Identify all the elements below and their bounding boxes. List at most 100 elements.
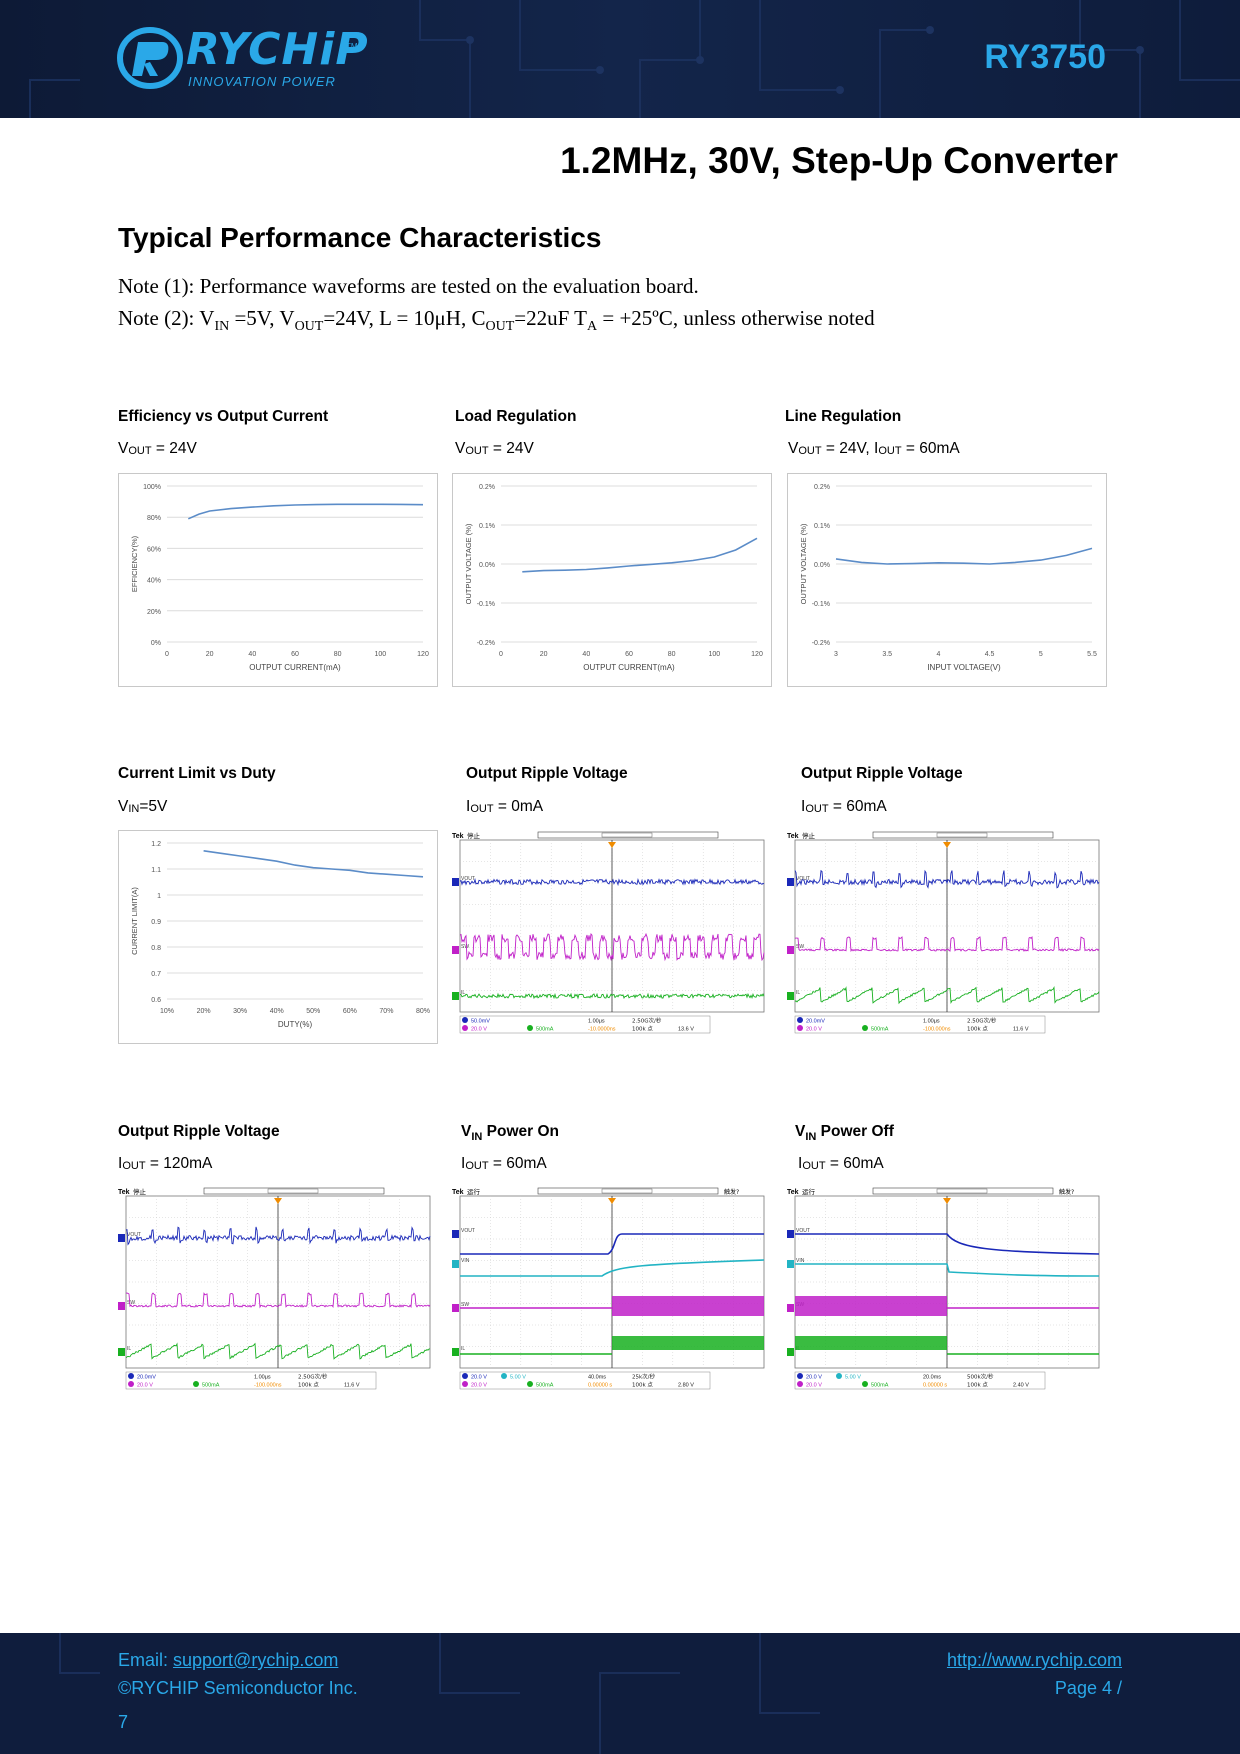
ch3-scale: 20.0 V xyxy=(471,1383,487,1389)
x-axis-label: DUTY(%) xyxy=(278,1020,313,1029)
y-tick-label: 1.2 xyxy=(151,841,161,848)
trigger-state: 触发? xyxy=(724,1188,739,1196)
y-tick-label: 1.1 xyxy=(151,867,161,874)
chart-efficiency: 0% 20% 40% 60% 80% 100% 0 20 40 60 80 100 120 OUTPUT … xyxy=(118,473,438,687)
scope-state: 运行 xyxy=(802,1187,816,1196)
y-axis-label: CURRENT LIMIT(A) xyxy=(130,887,139,955)
footer-website-link[interactable]: http://www.rychip.com xyxy=(946,1650,1122,1670)
ch4-badge xyxy=(862,1025,868,1031)
record-window xyxy=(267,1188,319,1194)
readout-panel xyxy=(125,1371,377,1390)
scope-ripple-120ma: Tek 停止 VOUT SW IL 20.0mV 20.0 V 500mA 1.00μs -100… xyxy=(118,1186,438,1398)
ch2-badge xyxy=(836,1373,842,1379)
sample-rate: 2.50G次/秒 xyxy=(632,1017,662,1025)
tek-label: Tek xyxy=(452,1189,464,1196)
inductor-current-burst xyxy=(795,1336,947,1350)
channel-label: IL xyxy=(796,990,800,996)
readout-panel xyxy=(794,1371,1046,1390)
time-scale: 1.00μs xyxy=(588,1019,605,1025)
panel-title-ripple-0ma: Output Ripple Voltage xyxy=(466,765,628,782)
series-line xyxy=(835,547,1093,565)
email-link[interactable]: support@rychip.com xyxy=(173,1650,339,1670)
series-line xyxy=(522,537,758,573)
channel-label: IL xyxy=(127,1346,131,1352)
channel-marker xyxy=(452,946,459,954)
channel-marker xyxy=(452,1230,459,1238)
y-tick-label: 0.0% xyxy=(479,562,495,569)
time-scale: 1.00μs xyxy=(254,1375,271,1381)
channel-label: VIN xyxy=(796,1258,805,1264)
x-tick-label: 10% xyxy=(160,1008,174,1015)
panel-cond-power-off: IOUT = 60mA xyxy=(798,1155,884,1172)
document-title: 1.2MHz, 30V, Step-Up Converter xyxy=(560,140,1118,181)
channel-marker xyxy=(452,1304,459,1312)
trigger-marker-icon xyxy=(943,842,951,848)
waveform xyxy=(794,935,1100,953)
time-scale: 40.0ms xyxy=(588,1375,606,1381)
ch2-scale: 5.00 V xyxy=(845,1375,861,1381)
x-axis-label: OUTPUT CURRENT(mA) xyxy=(249,663,341,672)
part-number: RY3750 xyxy=(984,38,1106,76)
channel-label: VOUT xyxy=(461,1228,475,1234)
footer-copyright: ©RYCHIP Semiconductor Inc. xyxy=(118,1678,358,1698)
x-tick-label: 70% xyxy=(379,1008,393,1015)
trigger-level: 13.6 V xyxy=(678,1027,694,1033)
x-tick-label: 60% xyxy=(343,1008,357,1015)
tek-label: Tek xyxy=(452,833,464,840)
record-bar xyxy=(203,1187,385,1195)
x-tick-label: 4.5 xyxy=(985,651,995,658)
ch4-scale: 500mA xyxy=(536,1383,554,1389)
y-tick-label: 20% xyxy=(147,609,161,616)
sample-rate: 25k次/秒 xyxy=(632,1373,656,1381)
y-tick-label: -0.1% xyxy=(477,601,495,608)
channel-marker xyxy=(452,992,459,1000)
channel-marker xyxy=(787,1348,794,1356)
trigger-position: 0.00000 s xyxy=(588,1383,612,1389)
footer-email: Email: support@rychip.com xyxy=(118,1650,339,1670)
waveform xyxy=(459,932,765,962)
x-tick-label: 80 xyxy=(334,651,342,658)
trademark: TM xyxy=(346,42,358,51)
channel-label: VIN xyxy=(461,1258,470,1264)
scope-power-on: Tek 运行 触发? VOUT VIN SW IL 20.0 V 5.00 V 20.0 V 500… xyxy=(452,1186,772,1398)
x-tick-label: 60 xyxy=(291,651,299,658)
channel-label: IL xyxy=(461,990,465,996)
note-2: Note (2): VIN =5V, VOUT=24V, L = 10μH, C… xyxy=(118,306,875,335)
chart-load-regulation: -0.2% -0.1% 0.0% 0.1% 0.2% 0 20 40 60 80 100 120 OUT… xyxy=(452,473,772,687)
x-tick-label: 5 xyxy=(1039,651,1043,658)
waveform xyxy=(459,992,765,1000)
channel-label: SW xyxy=(127,1300,135,1306)
waveform xyxy=(794,869,1100,889)
x-tick-label: 20% xyxy=(197,1008,211,1015)
panel-cond-line-regulation: VOUT = 24V, IOUT = 60mA xyxy=(788,440,960,457)
series-line xyxy=(187,503,424,520)
record-window xyxy=(936,832,988,838)
panel-title-power-off: VIN Power Off xyxy=(795,1123,894,1144)
record-window xyxy=(601,832,653,838)
time-scale: 20.0ms xyxy=(923,1375,941,1381)
ch4-badge xyxy=(527,1381,533,1387)
ch2-scale: 5.00 V xyxy=(510,1375,526,1381)
x-tick-label: 80 xyxy=(668,651,676,658)
x-tick-label: 3.5 xyxy=(882,651,892,658)
x-tick-label: 5.5 xyxy=(1087,651,1097,658)
y-tick-label: 0.0% xyxy=(814,562,830,569)
ch4-badge xyxy=(527,1025,533,1031)
record-window xyxy=(936,1188,988,1194)
sample-rate: 2.50G次/秒 xyxy=(967,1017,997,1025)
y-tick-label: 0.1% xyxy=(814,523,830,530)
note-1: Note (1): Performance waveforms are test… xyxy=(118,274,699,298)
trigger-level: 11.6 V xyxy=(344,1383,360,1389)
x-tick-label: 80% xyxy=(416,1008,430,1015)
channel-label: SW xyxy=(461,1302,469,1308)
scope-ripple-60ma: Tek 停止 VOUT SW IL 20.0mV 20.0 V 500mA 1.00μs -100… xyxy=(787,830,1107,1042)
ch1-scale: 20.0 V xyxy=(471,1375,487,1381)
waveform xyxy=(460,1233,764,1255)
y-axis-label: EFFICIENCY(%) xyxy=(130,535,139,592)
y-axis-label: OUTPUT VOLTAGE (%) xyxy=(464,523,473,604)
panel-cond-ripple-0ma: IOUT = 0mA xyxy=(466,798,544,815)
y-tick-label: 0.1% xyxy=(479,523,495,530)
x-tick-label: 120 xyxy=(417,651,429,658)
ch3-badge xyxy=(462,1025,468,1031)
trigger-marker-icon xyxy=(608,842,616,848)
